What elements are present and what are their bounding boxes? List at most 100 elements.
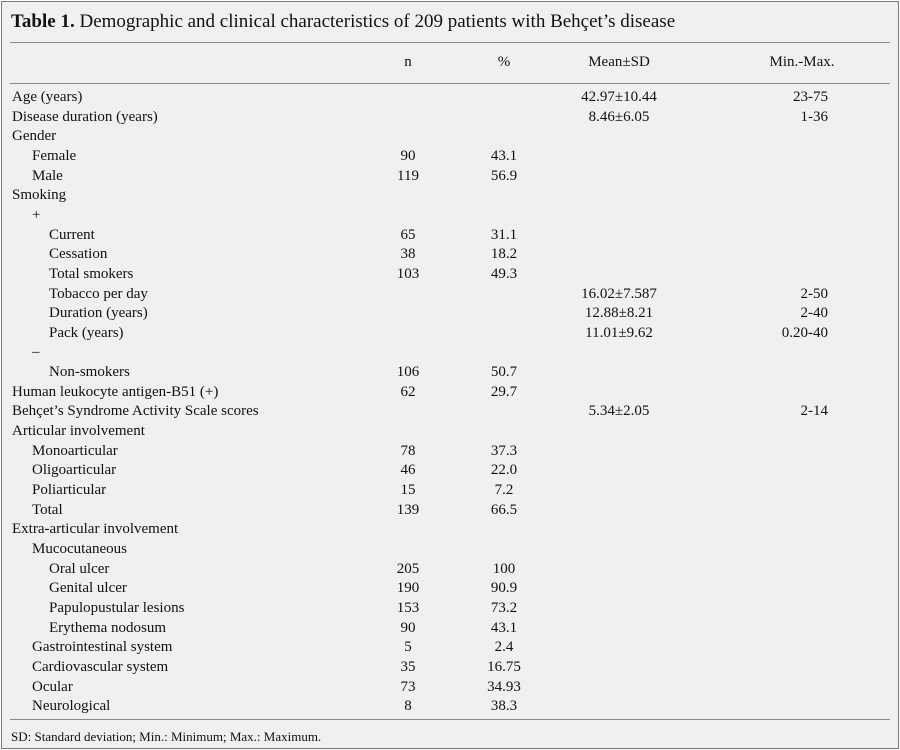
cell-n: 153 xyxy=(396,599,420,616)
table-number: Table 1. xyxy=(11,11,75,32)
cell-n: 119 xyxy=(397,167,419,184)
table-row: Disease duration (years) 8.46±6.05 1-36 xyxy=(2,108,898,128)
cell-pct: 29.7 xyxy=(490,383,518,400)
cell-mean: 42.97±10.44 xyxy=(581,89,657,105)
cell-n: 15 xyxy=(400,482,416,498)
table-row: Human leukocyte antigen-B51 (+) 62 29.7 xyxy=(2,383,898,403)
row-label: Extra-articular involvement xyxy=(12,521,179,538)
row-label: Cardiovascular system xyxy=(32,658,169,675)
header-mean: Mean±SD xyxy=(588,54,650,70)
cell-pct: 43.1 xyxy=(490,619,518,636)
row-label: Monoarticular xyxy=(32,442,118,459)
cell-pct: 66.5 xyxy=(490,501,518,518)
table-row: Tobacco per day 16.02±7.587 2-50 xyxy=(2,285,898,305)
row-label: Non-smokers xyxy=(49,364,130,381)
cell-pct: 43.1 xyxy=(490,147,518,164)
cell-minmax: 23-75 xyxy=(793,89,828,105)
table-row: Cardiovascular system 35 16.75 xyxy=(2,658,898,678)
table-row: Gastrointestinal system 5 2.4 xyxy=(2,638,898,658)
cell-minmax: 0.20-40 xyxy=(781,324,828,341)
table-row: Duration (years) 12.88±8.21 2-40 xyxy=(2,304,898,324)
row-label: Human leukocyte antigen-B51 (+) xyxy=(12,383,219,400)
table-row: – xyxy=(2,343,898,363)
table-row: Articular involvement xyxy=(2,422,898,442)
row-label: Age (years) xyxy=(12,89,83,105)
row-label: Poliarticular xyxy=(32,482,107,498)
cell-n: 106 xyxy=(396,364,420,381)
cell-pct: 56.9 xyxy=(490,167,518,184)
footnote: SD: Standard deviation; Min.: Minimum; M… xyxy=(11,729,322,744)
bottom-rule xyxy=(10,719,890,720)
cell-pct: 90.9 xyxy=(490,580,518,597)
cell-n: 65 xyxy=(400,226,416,243)
cell-pct: 49.3 xyxy=(490,265,518,282)
table-row: Female 90 43.1 xyxy=(2,147,898,167)
cell-pct: 2.4 xyxy=(494,639,514,656)
table-row: + xyxy=(2,206,898,226)
top-rule xyxy=(10,42,890,43)
row-label: Oligoarticular xyxy=(32,462,117,479)
header-n: n xyxy=(404,54,412,70)
table-row: Current 65 31.1 xyxy=(2,226,898,246)
cell-mean: 12.88±8.21 xyxy=(584,305,654,322)
cell-pct: 38.3 xyxy=(490,698,518,715)
cell-n: 90 xyxy=(400,147,416,164)
row-label: Total smokers xyxy=(49,265,134,282)
row-label: Total xyxy=(32,501,63,518)
table-title: Table 1. Demographic and clinical charac… xyxy=(11,11,675,33)
cell-pct: 37.3 xyxy=(490,442,518,459)
table-row: Neurological 8 38.3 xyxy=(2,697,898,717)
row-label: Ocular xyxy=(32,678,73,695)
table-row: Male 119 56.9 xyxy=(2,167,898,187)
cell-n: 78 xyxy=(400,442,416,459)
row-label: – xyxy=(32,344,40,361)
cell-mean: 5.34±2.05 xyxy=(588,403,650,420)
row-label: Genital ulcer xyxy=(49,580,127,597)
table-row: Total smokers 103 49.3 xyxy=(2,265,898,285)
row-label: Duration (years) xyxy=(49,305,148,322)
table-row: Total 139 66.5 xyxy=(2,501,898,521)
row-label: Female xyxy=(32,147,77,164)
table-row: Poliarticular 15 7.2 xyxy=(2,481,898,501)
cell-mean: 8.46±6.05 xyxy=(588,108,650,125)
table-row: Papulopustular lesions 153 73.2 xyxy=(2,599,898,619)
table-row: Smoking xyxy=(2,186,898,206)
cell-n: 90 xyxy=(400,619,416,636)
cell-pct: 22.0 xyxy=(490,462,518,479)
table-row: Erythema nodosum 90 43.1 xyxy=(2,619,898,639)
table-row: Pack (years) 11.01±9.62 0.20-40 xyxy=(2,324,898,344)
header-pct: % xyxy=(497,54,511,70)
row-label: + xyxy=(32,206,41,223)
row-label: Disease duration (years) xyxy=(12,108,158,125)
cell-pct: 100 xyxy=(492,560,516,577)
table-row: Cessation 38 18.2 xyxy=(2,245,898,265)
table-row: Monoarticular 78 37.3 xyxy=(2,442,898,462)
cell-n: 190 xyxy=(396,580,420,597)
table-row: Behçet’s Syndrome Activity Scale scores 5… xyxy=(2,402,898,422)
table-row: Non-smokers 106 50.7 xyxy=(2,363,898,383)
cell-pct: 50.7 xyxy=(490,364,518,381)
cell-pct: 7.2 xyxy=(494,482,514,498)
row-label: Tobacco per day xyxy=(49,285,148,302)
row-label: Behçet’s Syndrome Activity Scale scores xyxy=(12,403,259,420)
row-label: Cessation xyxy=(49,246,108,263)
table-row: Age (years) 42.97±10.44 23-75 xyxy=(2,88,898,108)
row-label: Articular involvement xyxy=(12,423,145,440)
table-row: Gender xyxy=(2,127,898,147)
header-rule xyxy=(10,83,890,84)
header-minmax: Min.-Max. xyxy=(769,54,835,70)
table-row: Oral ulcer 205 100 xyxy=(2,560,898,580)
cell-n: 38 xyxy=(400,246,416,263)
row-label: Current xyxy=(49,226,95,243)
cell-n: 139 xyxy=(396,501,420,518)
cell-n: 5 xyxy=(404,639,412,656)
cell-n: 205 xyxy=(396,560,420,577)
cell-minmax: 2-50 xyxy=(800,285,829,302)
row-label: Male xyxy=(32,167,63,184)
table-row: Mucocutaneous xyxy=(2,540,898,560)
cell-n: 8 xyxy=(404,698,412,715)
row-label: Pack (years) xyxy=(49,324,124,341)
table-row: Oligoarticular 46 22.0 xyxy=(2,461,898,481)
cell-n: 35 xyxy=(400,658,416,675)
table-caption: Demographic and clinical characteristics… xyxy=(79,11,676,32)
